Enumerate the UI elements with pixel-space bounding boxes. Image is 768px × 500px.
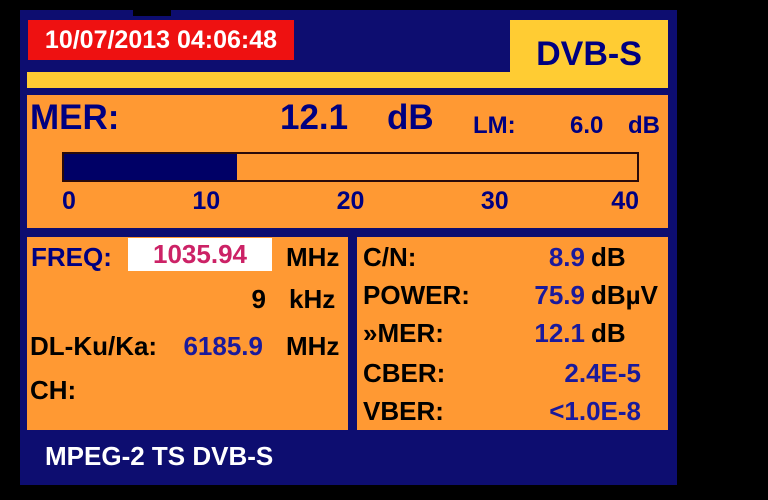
- cber-label: CBER:: [363, 358, 446, 388]
- cn-unit: dB: [591, 242, 626, 272]
- screen-artifact-notch: [133, 10, 171, 16]
- cber-value: 2.4E-5: [564, 358, 641, 388]
- frequency-unit: MHz: [286, 242, 340, 272]
- measurement-row-cber: CBER: 2.4E-5: [363, 358, 662, 389]
- vber-label: VBER:: [363, 396, 444, 426]
- frequency-input[interactable]: 1035.94: [128, 238, 272, 271]
- step-unit: kHz: [289, 284, 336, 314]
- mer2-value: 12.1: [534, 318, 585, 348]
- vber-value: <1.0E-8: [549, 396, 641, 426]
- scale-tick-40: 40: [611, 187, 639, 215]
- header-accent-strip: [27, 72, 668, 88]
- mer2-label: »MER:: [363, 318, 444, 348]
- frequency-value: 1035.94: [153, 239, 247, 269]
- status-bar-text: MPEG-2 TS DVB-S: [45, 441, 274, 471]
- downlink-label: DL-Ku/Ka:: [30, 331, 158, 361]
- lm-unit: dB: [628, 112, 660, 139]
- mer-label: MER:: [30, 98, 120, 137]
- mer-bar-gauge: [62, 152, 639, 182]
- mer-unit: dB: [387, 98, 434, 137]
- mer2-unit: dB: [591, 318, 626, 348]
- scale-tick-0: 0: [62, 187, 76, 215]
- tuning-panel: FREQ: 1035.94 MHz 9 kHz DL-Ku/Ka: 6185.9…: [27, 237, 348, 430]
- power-label: POWER:: [363, 280, 470, 310]
- lm-value: 6.0: [570, 112, 604, 139]
- power-value: 75.9: [534, 280, 585, 310]
- measurement-row-vber: VBER: <1.0E-8: [363, 396, 662, 427]
- lm-label: LM:: [473, 112, 516, 139]
- scale-tick-20: 20: [336, 187, 365, 215]
- mer-gauge-panel: MER: 12.1 dB LM: 6.0 dB 0 10 20 30 40: [27, 95, 668, 228]
- step-value: 9: [251, 284, 266, 314]
- downlink-unit: MHz: [286, 331, 340, 361]
- datetime-text: 10/07/2013 04:06:48: [44, 26, 278, 54]
- downlink-value: 6185.9: [183, 331, 263, 361]
- mode-badge: DVB-S: [510, 20, 668, 88]
- frequency-label: FREQ:: [31, 242, 112, 272]
- cn-value: 8.9: [548, 242, 585, 272]
- channel-label: CH:: [30, 375, 77, 405]
- measurement-row-power: POWER: 75.9 dBµV: [363, 280, 662, 311]
- measurements-panel: C/N: 8.9 dB POWER: 75.9 dBµV »MER: 12.1 …: [357, 237, 668, 430]
- scale-tick-10: 10: [192, 187, 221, 215]
- power-unit: dBµV: [591, 280, 658, 310]
- mer-value: 12.1: [280, 98, 349, 137]
- measurement-row-cn: C/N: 8.9 dB: [363, 242, 662, 273]
- datetime-display: 10/07/2013 04:06:48: [28, 20, 294, 60]
- mer-bar-fill: [64, 154, 238, 180]
- cn-label: C/N:: [363, 242, 417, 272]
- measurement-row-mer: »MER: 12.1 dB: [363, 318, 662, 349]
- scale-tick-30: 30: [480, 187, 509, 215]
- mer-scale: 0 10 20 30 40: [62, 187, 639, 215]
- mode-label: DVB-S: [536, 34, 642, 73]
- meter-screen: 10/07/2013 04:06:48 DVB-S MER: 12.1 dB L…: [20, 10, 677, 485]
